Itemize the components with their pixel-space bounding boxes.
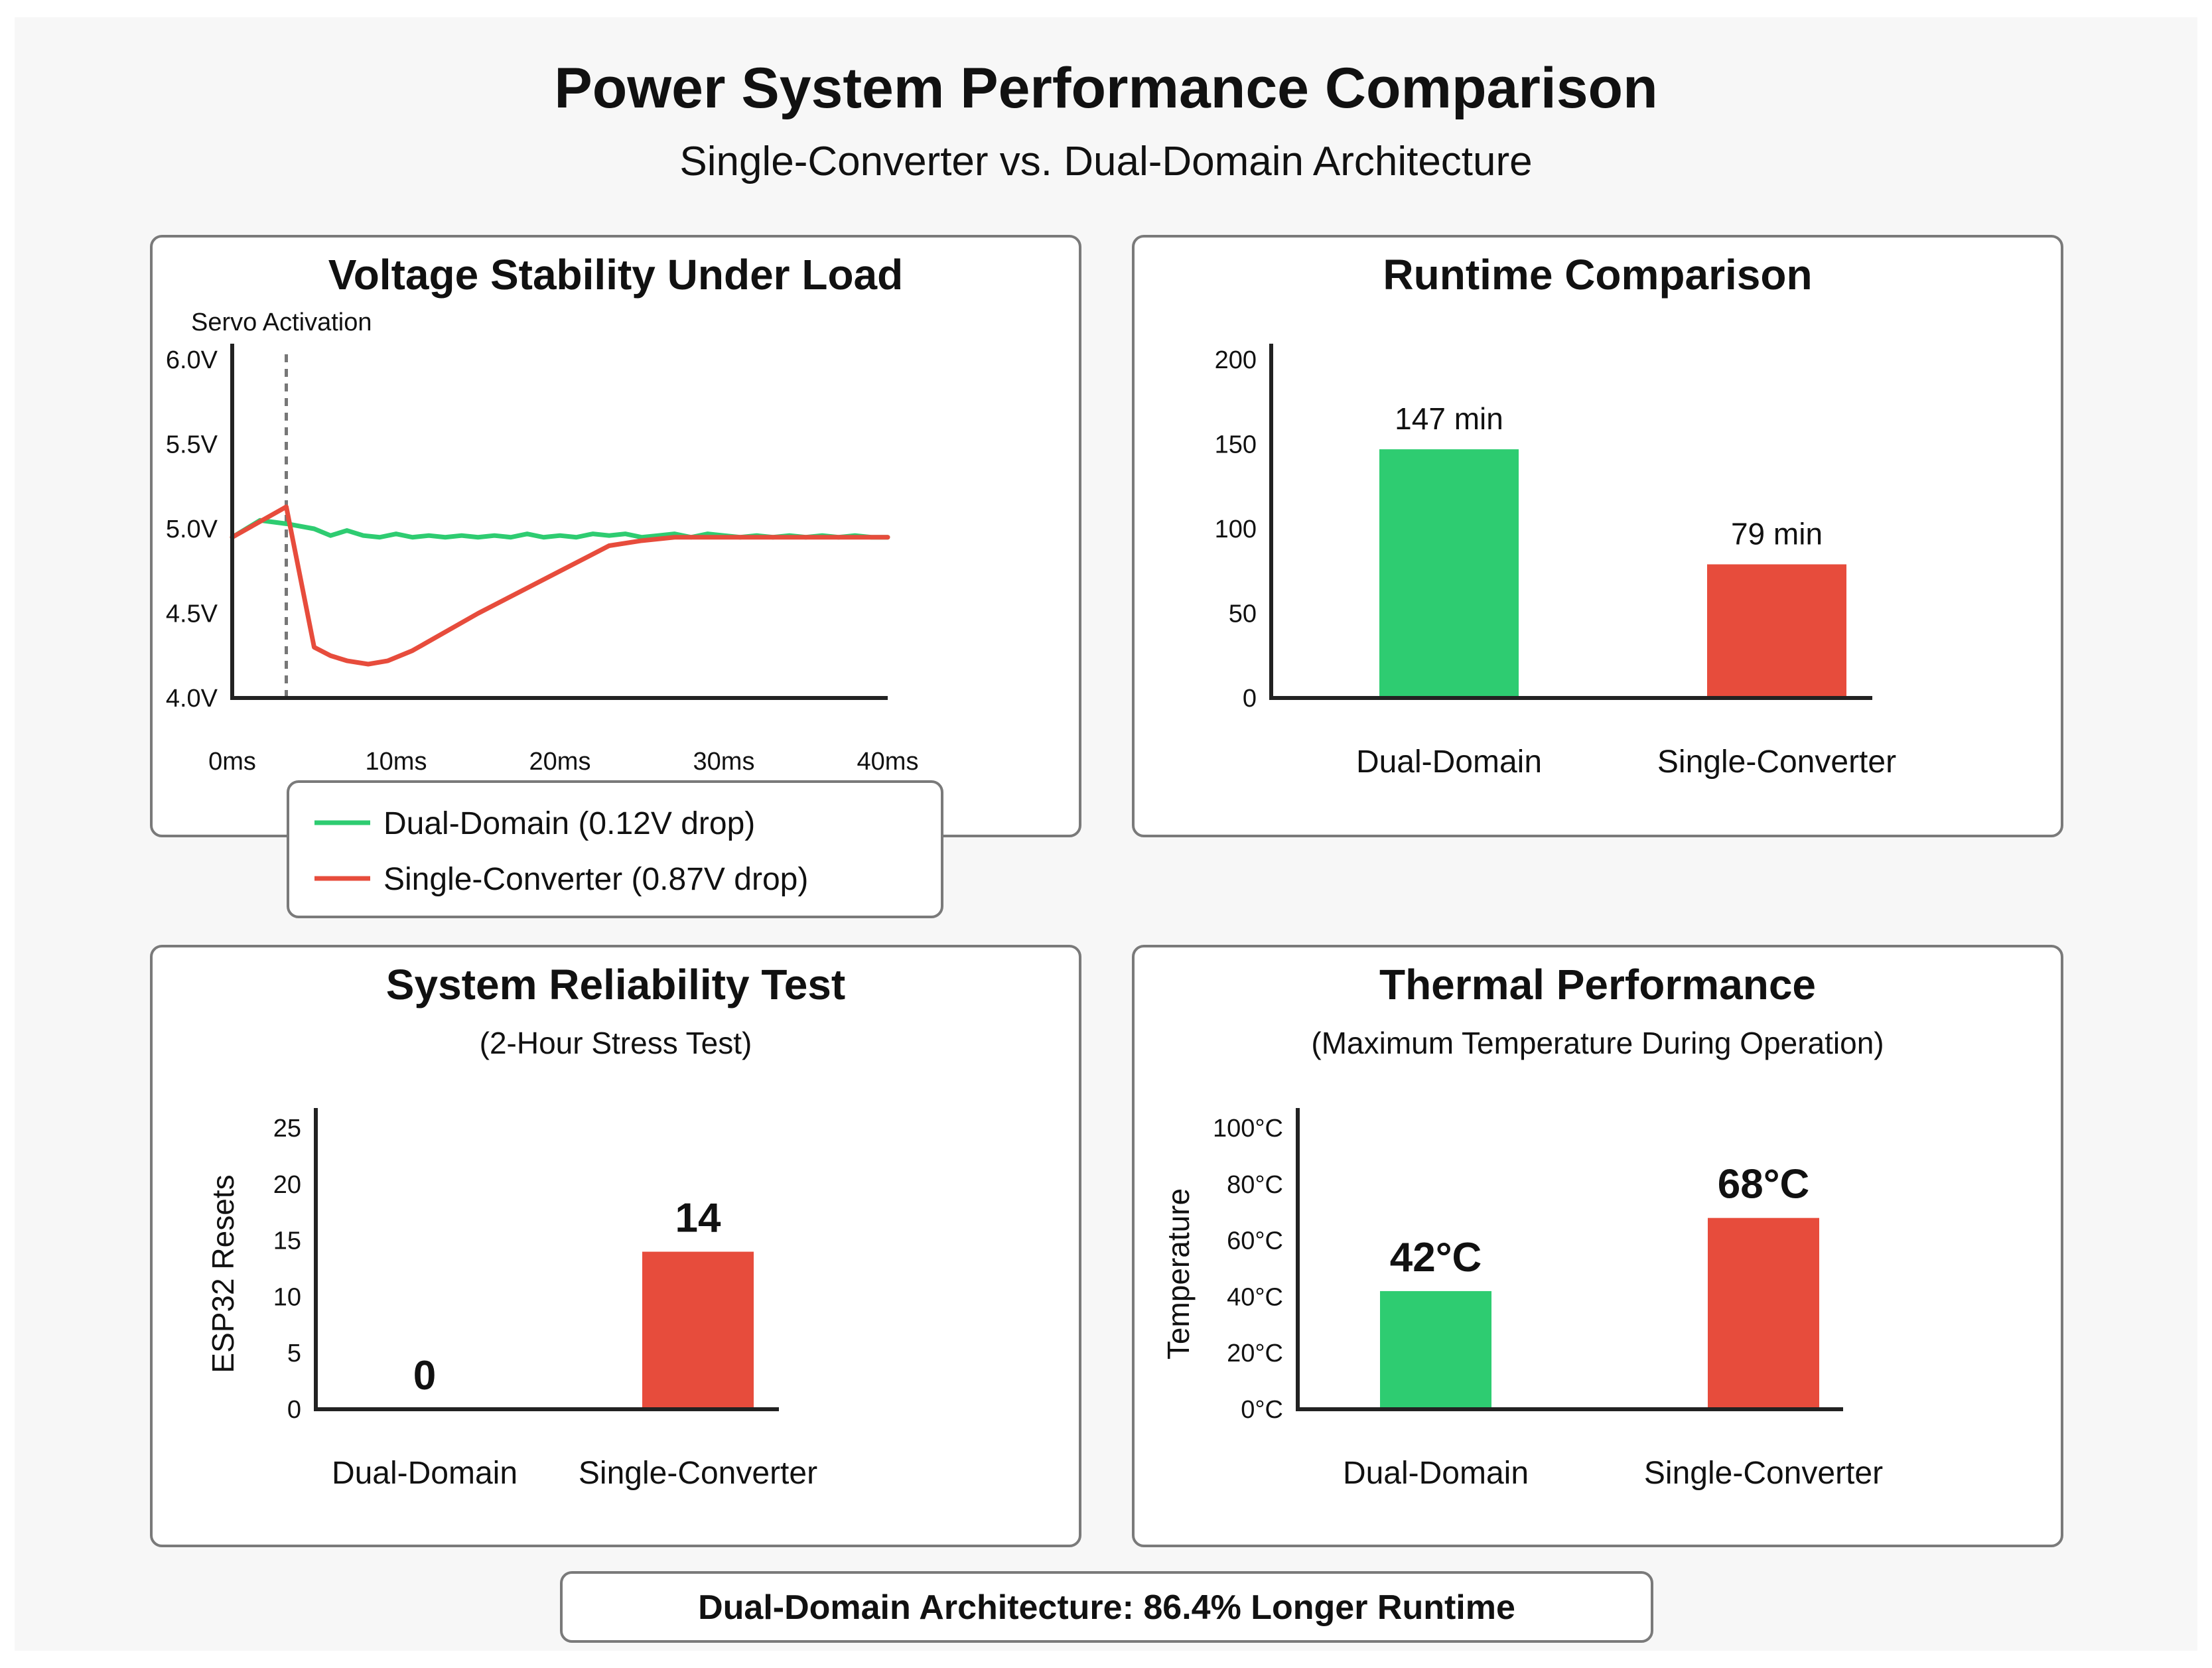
legend-label-single: Single-Converter (0.87V drop) bbox=[383, 862, 808, 897]
runtime-bar-single-converter bbox=[1707, 564, 1846, 698]
page-subtitle: Single-Converter vs. Dual-Domain Archite… bbox=[679, 139, 1532, 184]
thermal-y-tick-label: 80°C bbox=[1227, 1171, 1283, 1199]
runtime-value-label: 147 min bbox=[1395, 401, 1503, 436]
voltage-chart-title: Voltage Stability Under Load bbox=[328, 251, 903, 299]
reliability-y-label: ESP32 Resets bbox=[206, 1174, 240, 1373]
reliability-y-tick-label: 25 bbox=[273, 1115, 301, 1143]
voltage-x-tick-label: 0ms bbox=[208, 748, 256, 776]
thermal-y-tick-label: 0°C bbox=[1241, 1396, 1283, 1424]
footer-text: Dual-Domain Architecture: 86.4% Longer R… bbox=[698, 1588, 1515, 1627]
thermal-category-label: Dual-Domain bbox=[1343, 1456, 1529, 1491]
reliability-y-tick-label: 20 bbox=[273, 1171, 301, 1199]
reliability-axes bbox=[314, 1108, 779, 1411]
reliability-y-tick-label: 15 bbox=[273, 1227, 301, 1255]
voltage-x-tick-label: 40ms bbox=[857, 748, 919, 776]
voltage-legend: Dual-Domain (0.12V drop) Single-Converte… bbox=[287, 780, 943, 918]
runtime-y-tick-label: 100 bbox=[1215, 516, 1257, 543]
voltage-chart: Voltage Stability Under Load Servo Activ… bbox=[166, 251, 919, 776]
runtime-y-tick-label: 150 bbox=[1215, 431, 1257, 459]
reliability-category-label: Dual-Domain bbox=[332, 1456, 518, 1491]
thermal-chart-title: Thermal Performance bbox=[1379, 961, 1816, 1008]
single-converter-voltage-line bbox=[230, 504, 890, 667]
thermal-category-label: Single-Converter bbox=[1644, 1456, 1883, 1491]
reliability-y-tick-label: 5 bbox=[287, 1340, 301, 1367]
runtime-axes bbox=[1269, 344, 1872, 700]
runtime-y-tick-label: 200 bbox=[1215, 346, 1257, 374]
voltage-x-tick-label: 30ms bbox=[693, 748, 755, 776]
reliability-y-tick-label: 10 bbox=[273, 1283, 301, 1311]
reliability-value-label: 0 bbox=[413, 1353, 436, 1399]
runtime-chart: Runtime Comparison 200 150 100 50 0 147 min Du… bbox=[1215, 251, 1897, 780]
runtime-category-label: Dual-Domain bbox=[1356, 744, 1542, 780]
reliability-bar-single-converter bbox=[642, 1251, 754, 1409]
thermal-y-label: Temperature bbox=[1161, 1188, 1196, 1359]
runtime-y-tick-label: 50 bbox=[1229, 600, 1257, 628]
reliability-value-label: 14 bbox=[675, 1196, 721, 1241]
voltage-y-tick-label: 4.5V bbox=[166, 600, 218, 628]
reliability-chart-title: System Reliability Test bbox=[386, 961, 845, 1008]
runtime-value-label: 79 min bbox=[1731, 517, 1823, 551]
voltage-y-tick-label: 6.0V bbox=[166, 346, 218, 374]
thermal-chart: Thermal Performance (Maximum Temperature… bbox=[1161, 961, 1884, 1491]
runtime-chart-title: Runtime Comparison bbox=[1383, 251, 1812, 299]
thermal-chart-subtitle: (Maximum Temperature During Operation) bbox=[1311, 1026, 1884, 1060]
voltage-x-tick-label: 10ms bbox=[366, 748, 427, 776]
thermal-bar-single-converter bbox=[1708, 1217, 1819, 1409]
reliability-chart: System Reliability Test (2-Hour Stress T… bbox=[206, 961, 845, 1491]
thermal-y-tick-label: 60°C bbox=[1227, 1227, 1283, 1255]
reliability-y-tick-label: 0 bbox=[287, 1396, 301, 1424]
voltage-y-tick-label: 5.5V bbox=[166, 431, 218, 459]
voltage-y-tick-label: 4.0V bbox=[166, 685, 218, 713]
thermal-axes bbox=[1296, 1108, 1843, 1411]
reliability-category-label: Single-Converter bbox=[579, 1456, 817, 1491]
thermal-y-tick-label: 20°C bbox=[1227, 1340, 1283, 1367]
legend-box bbox=[287, 780, 943, 918]
thermal-y-tick-label: 40°C bbox=[1227, 1283, 1283, 1311]
runtime-y-tick-label: 0 bbox=[1243, 685, 1257, 713]
voltage-y-tick-label: 5.0V bbox=[166, 516, 218, 543]
reliability-chart-subtitle: (2-Hour Stress Test) bbox=[480, 1026, 752, 1060]
thermal-panel bbox=[1132, 945, 2063, 1547]
thermal-bar-dual-domain bbox=[1380, 1290, 1491, 1409]
runtime-bar-dual-domain bbox=[1379, 449, 1519, 698]
thermal-value-label: 68°C bbox=[1718, 1162, 1810, 1208]
legend-label-dual: Dual-Domain (0.12V drop) bbox=[383, 806, 755, 841]
runtime-category-label: Single-Converter bbox=[1657, 744, 1896, 780]
servo-annotation: Servo Activation bbox=[191, 309, 372, 336]
reliability-panel bbox=[150, 945, 1081, 1547]
thermal-value-label: 42°C bbox=[1390, 1235, 1482, 1281]
thermal-y-tick-label: 100°C bbox=[1213, 1115, 1283, 1143]
voltage-x-tick-label: 20ms bbox=[529, 748, 591, 776]
footer-banner bbox=[560, 1571, 1653, 1643]
voltage-axes bbox=[230, 344, 888, 700]
page-title: Power System Performance Comparison bbox=[554, 56, 1657, 120]
